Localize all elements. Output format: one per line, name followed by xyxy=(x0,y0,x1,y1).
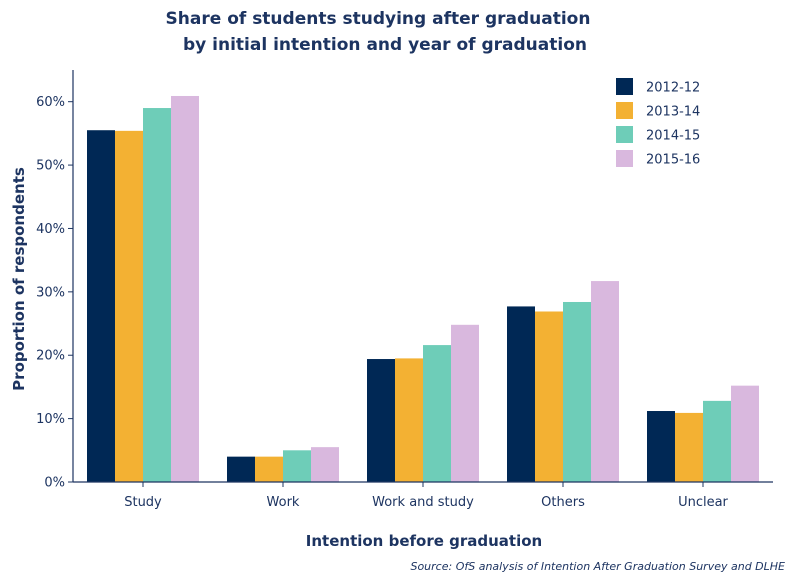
chart-title-line-1: Share of students studying after graduat… xyxy=(166,9,591,29)
bar-work-2013-14 xyxy=(255,456,283,482)
bar-work-2014-15 xyxy=(283,450,311,482)
axes-group: 0% 10% 20% 30% 40% 50% 60% Study Work Work and st… xyxy=(36,70,773,510)
legend-label-2015-16: 2015-16 xyxy=(646,153,700,168)
x-axis-title: Intention before graduation xyxy=(306,532,542,550)
legend-swatch-2013-14 xyxy=(616,102,633,119)
bar-work-and-study-2015-16 xyxy=(451,324,479,482)
x-tick-label: Others xyxy=(541,495,585,510)
bar-study-2014-15 xyxy=(143,108,171,483)
y-tick-label: 60% xyxy=(36,95,65,110)
legend-swatch-2012-12 xyxy=(616,78,633,95)
bar-others-2013-14 xyxy=(535,311,563,482)
legend-label-2013-14: 2013-14 xyxy=(646,105,700,120)
source-note: Source: OfS analysis of Intention After … xyxy=(410,560,785,573)
legend-label-2014-15: 2014-15 xyxy=(646,129,700,144)
bar-others-2012-12 xyxy=(507,306,535,482)
chart-title: Share of students studying after graduat… xyxy=(166,9,591,55)
y-tick-label: 50% xyxy=(36,159,65,174)
bar-unclear-2012-12 xyxy=(647,411,675,482)
y-tick-label: 40% xyxy=(36,222,65,237)
bars-group xyxy=(87,95,759,483)
x-tick-label: Work and study xyxy=(372,495,474,510)
y-axis-title: Proportion of respondents xyxy=(10,167,28,391)
bar-unclear-2015-16 xyxy=(731,385,759,482)
x-tick-label: Work xyxy=(267,495,300,510)
y-tick-label: 10% xyxy=(36,412,65,427)
legend-label-2012-12: 2012-12 xyxy=(646,81,700,96)
x-tick-label: Unclear xyxy=(678,495,728,510)
y-tick-label: 0% xyxy=(44,476,65,491)
bar-work-2012-12 xyxy=(227,456,255,482)
legend-swatch-2015-16 xyxy=(616,150,633,167)
bar-study-2015-16 xyxy=(171,95,199,482)
x-tick-label: Study xyxy=(124,495,162,510)
bar-study-2012-12 xyxy=(87,130,115,482)
legend-swatch-2014-15 xyxy=(616,126,633,143)
bar-study-2013-14 xyxy=(115,130,143,482)
bar-work-and-study-2013-14 xyxy=(395,358,423,482)
bar-others-2015-16 xyxy=(591,281,619,482)
y-tick-label: 20% xyxy=(36,349,65,364)
bar-others-2014-15 xyxy=(563,301,591,482)
bar-work-and-study-2012-12 xyxy=(367,359,395,482)
legend: 2012-12 2013-14 2014-15 2015-16 xyxy=(616,78,700,168)
bar-work-and-study-2014-15 xyxy=(423,345,451,482)
bar-unclear-2013-14 xyxy=(675,412,703,482)
chart-title-line-2: by initial intention and year of graduat… xyxy=(183,35,587,55)
y-tick-label: 30% xyxy=(36,285,65,300)
bar-work-2015-16 xyxy=(311,447,339,482)
bar-unclear-2014-15 xyxy=(703,400,731,482)
